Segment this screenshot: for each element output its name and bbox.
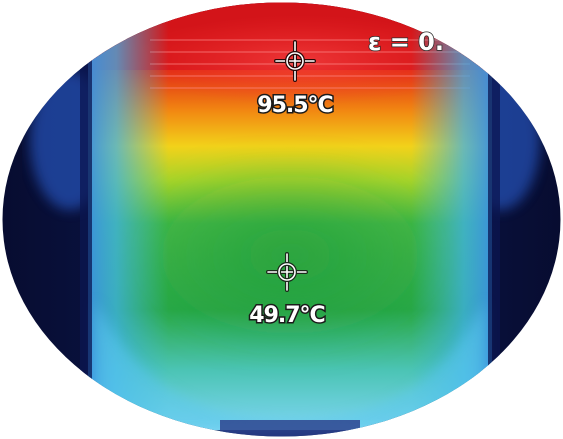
crosshair-icon-hot [274, 40, 316, 82]
crosshair-icon-center [266, 252, 308, 292]
emissivity-readout: ε = 0. [368, 28, 444, 56]
center-spot-temperature: 49.7°C [249, 303, 324, 328]
hot-spot-temperature: 95.5°C [257, 93, 332, 118]
